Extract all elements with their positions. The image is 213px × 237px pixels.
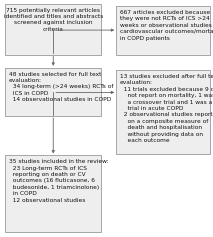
Text: 715 potentially relevant articles
identified and titles and abstracts
screened a: 715 potentially relevant articles identi… — [4, 8, 103, 32]
Text: 48 studies selected for full text
evaluation:
  34 long-term (>24 weeks) RCTs of: 48 studies selected for full text evalua… — [9, 72, 114, 102]
Text: 13 studies excluded after full text
evaluation:
  11 trials excluded because 9 d: 13 studies excluded after full text eval… — [120, 74, 213, 143]
FancyBboxPatch shape — [5, 155, 101, 232]
Text: 667 articles excluded because
they were not RCTs of ICS >24
weeks or observation: 667 articles excluded because they were … — [120, 10, 213, 41]
FancyBboxPatch shape — [5, 68, 101, 116]
FancyBboxPatch shape — [116, 70, 210, 154]
FancyBboxPatch shape — [5, 4, 101, 55]
FancyBboxPatch shape — [116, 6, 210, 55]
Text: 35 studies included in the review:
  23 Long-term RCTs of ICS
  reporting on dea: 35 studies included in the review: 23 Lo… — [9, 159, 108, 203]
